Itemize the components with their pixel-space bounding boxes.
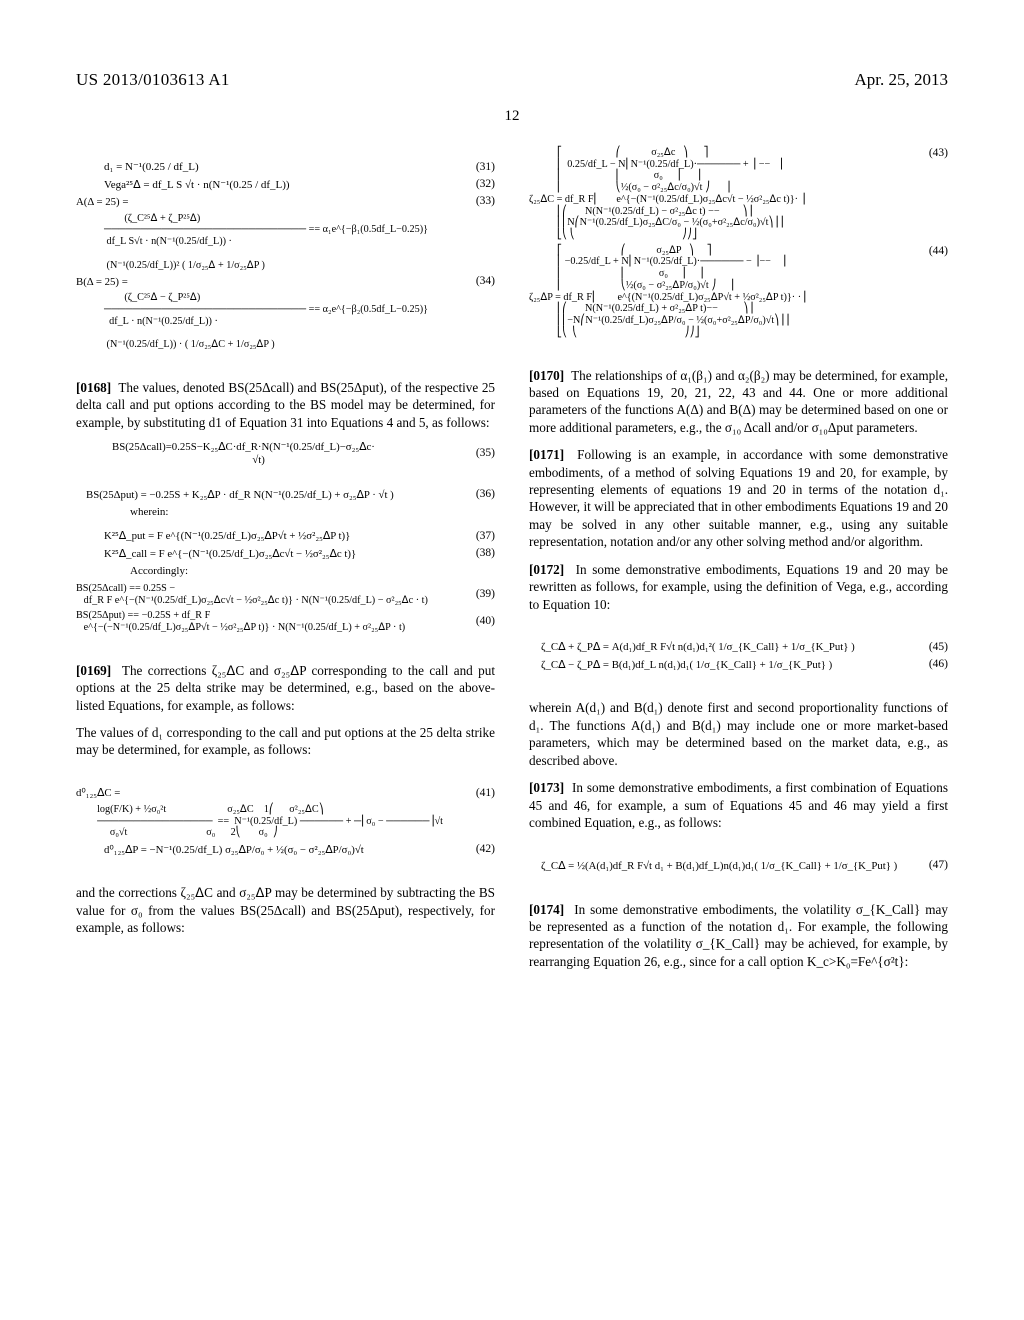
para-label-0169: [0169] bbox=[76, 663, 111, 678]
equation-46: ζ_Cᐃ − ζ_Pᐃ = B(d₁)df_L n(d₁)d₁( 1/σ_{K_… bbox=[541, 658, 948, 671]
paragraph-0169: [0169] The corrections ζ₂₅ᐃC and σ₂₅ᐃP c… bbox=[76, 662, 495, 714]
equation-40: BS(25Δput) == −0.25S + df_R F e^{−(−N⁻¹(… bbox=[76, 610, 495, 633]
para-label-0173: [0173] bbox=[529, 780, 564, 795]
paragraph-0171: [0171] Following is an example, in accor… bbox=[529, 446, 948, 551]
para-text-0173: In some demonstrative embodiments, a fir… bbox=[529, 780, 948, 830]
para-text-0170: The relationships of α₁(β₁) and α₂(β₂) m… bbox=[529, 368, 948, 435]
equation-41: log(F/K) + ½σ₀²t σ₂₅ᐃC 1⎛ σ²₂₅ᐃC⎞ ──────… bbox=[92, 804, 495, 839]
left-column: d₁ = N⁻¹(0.25 / df_L) (31) Vega²⁵ᐃ = df_… bbox=[76, 143, 495, 980]
para-tail-text: and the corrections ζ₂₅ᐃC and σ₂₅ᐃP may … bbox=[76, 885, 495, 935]
para-text-0171: Following is an example, in accordance w… bbox=[529, 447, 948, 549]
equation-39: BS(25Δcall) == 0.25S − df_R F e^{−(N⁻¹(0… bbox=[76, 583, 495, 606]
wherein-36: wherein: bbox=[130, 505, 495, 520]
para-text-0169: The corrections ζ₂₅ᐃC and σ₂₅ᐃP correspo… bbox=[76, 663, 495, 713]
page-number: 12 bbox=[76, 108, 948, 143]
paragraph-0168: [0168] The values, denoted BS(25Δcall) a… bbox=[76, 379, 495, 431]
para-text-post46: wherein A(d₁) and B(d₁) denote first and… bbox=[529, 700, 948, 767]
equation-34: (ζ_C²⁵ᐃ − ζ_P²⁵ᐃ) ──────────────────────… bbox=[104, 292, 495, 351]
equation-38: K²⁵ᐃ_call = F e^{−(N⁻¹(0.25/df_L)σ₂₅ᐃc√t… bbox=[104, 547, 495, 560]
equation-33: (ζ_C²⁵ᐃ + ζ_P²⁵ᐃ) ──────────────────────… bbox=[104, 213, 495, 272]
publication-number: US 2013/0103613 A1 bbox=[76, 70, 230, 90]
equation-36: BS(25Δput) = −0.25S + K₂₅ᐃP · df_R N(N⁻¹… bbox=[86, 488, 495, 501]
equation-33-lead: A(Δ = 25) = (33) bbox=[76, 195, 495, 208]
equation-37: K²⁵ᐃ_put = F e^{(N⁻¹(0.25/df_L)σ₂₅ᐃP√t +… bbox=[104, 530, 495, 543]
page-header: US 2013/0103613 A1 Apr. 25, 2013 bbox=[76, 40, 948, 108]
right-column: ⎡ ⎛ σ₂₅ᐃc ⎞ ⎤ ⎢ 0.25/df_L − N⎜N⁻¹(0.25/d… bbox=[529, 143, 948, 980]
para-label-0171: [0171] bbox=[529, 447, 564, 462]
paragraph-0172: [0172] In some demonstrative embodiments… bbox=[529, 561, 948, 613]
two-column-body: d₁ = N⁻¹(0.25 / df_L) (31) Vega²⁵ᐃ = df_… bbox=[76, 143, 948, 980]
equation-35: BS(25Δcall)=0.25S−K₂₅ᐃC·df_R·N(N⁻¹(0.25/… bbox=[112, 441, 495, 466]
paragraph-0174: [0174] In some demonstrative embodiments… bbox=[529, 901, 948, 971]
para-text-0168: The values, denoted BS(25Δcall) and BS(2… bbox=[76, 380, 495, 430]
publication-date: Apr. 25, 2013 bbox=[855, 70, 949, 90]
paragraph-tail-left: and the corrections ζ₂₅ᐃC and σ₂₅ᐃP may … bbox=[76, 884, 495, 936]
equation-31: d₁ = N⁻¹(0.25 / df_L) (31) bbox=[104, 161, 495, 174]
equation-43: ⎡ ⎛ σ₂₅ᐃc ⎞ ⎤ ⎢ 0.25/df_L − N⎜N⁻¹(0.25/d… bbox=[529, 147, 948, 241]
para-text-0174: In some demonstrative embodiments, the v… bbox=[529, 902, 948, 969]
equation-44: ⎡ ⎛ σ₂₅ᐃP ⎞ ⎤ ⎢ −0.25/df_L + N⎜N⁻¹(0.25/… bbox=[529, 245, 948, 339]
equation-42: d⁰₁₂₅ᐃP = −N⁻¹(0.25/df_L) σ₂₅ᐃP/σ₀ + ½(σ… bbox=[104, 843, 495, 856]
paragraph-0173: [0173] In some demonstrative embodiments… bbox=[529, 779, 948, 831]
para-text-0172: In some demonstrative embodiments, Equat… bbox=[529, 562, 948, 612]
equation-34-lead: B(Δ = 25) = (34) bbox=[76, 275, 495, 288]
para-label-0172: [0172] bbox=[529, 562, 564, 577]
para-text-0169b: The values of d₁ corresponding to the ca… bbox=[76, 725, 495, 757]
paragraph-0169b: The values of d₁ corresponding to the ca… bbox=[76, 724, 495, 759]
paragraph-0170: [0170] The relationships of α₁(β₁) and α… bbox=[529, 367, 948, 437]
equation-47: ζ_Cᐃ = ½(A(d₁)df_R F√t d₁ + B(d₁)df_L)n(… bbox=[541, 859, 948, 872]
equation-41-lead: d⁰₁₂₅ᐃC = (41) bbox=[76, 787, 495, 800]
para-label-0170: [0170] bbox=[529, 368, 564, 383]
para-label-0174: [0174] bbox=[529, 902, 564, 917]
accordingly-label: Accordingly: bbox=[130, 564, 495, 579]
para-label-0168: [0168] bbox=[76, 380, 111, 395]
equation-32: Vega²⁵ᐃ = df_L S √t · n(N⁻¹(0.25 / df_L)… bbox=[104, 178, 495, 191]
patent-page: US 2013/0103613 A1 Apr. 25, 2013 12 d₁ =… bbox=[0, 0, 1024, 1320]
equation-45: ζ_Cᐃ + ζ_Pᐃ = A(d₁)df_R F√t n(d₁)d₁²( 1/… bbox=[541, 641, 948, 654]
paragraph-post46: wherein A(d₁) and B(d₁) denote first and… bbox=[529, 699, 948, 769]
